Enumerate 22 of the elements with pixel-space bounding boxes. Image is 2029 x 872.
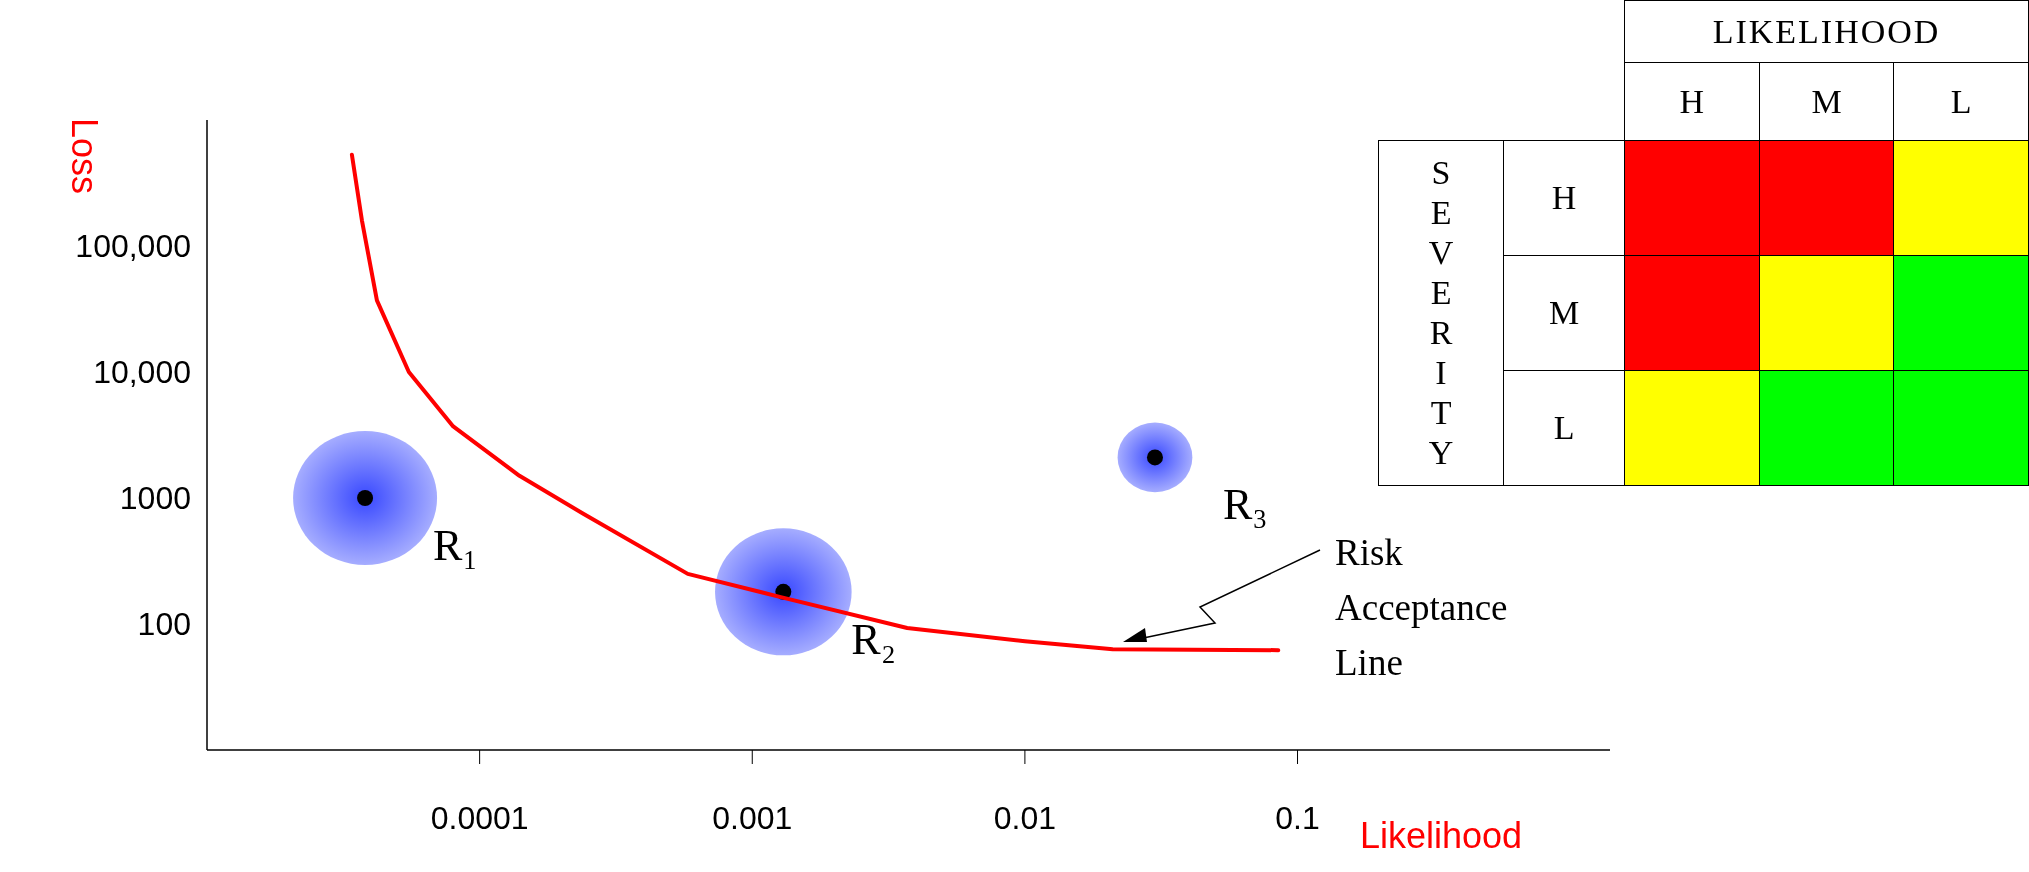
x-tick-label: 0.001 [712, 799, 793, 836]
x-axis-title: Likelihood [1360, 815, 1523, 857]
y-axis-title: Loss [63, 118, 105, 195]
category-label: M [1759, 62, 1894, 141]
category-label: L [1893, 62, 2029, 141]
y-tick-label: 100 [137, 606, 191, 643]
y-tick-label: 10,000 [93, 354, 191, 391]
annotation: R₂ [851, 614, 897, 664]
y-tick-label: 100,000 [75, 228, 191, 265]
annotation: Risk Acceptance Line [1335, 532, 1508, 683]
x-tick-label: 0.01 [993, 799, 1057, 836]
category-label: L [1553, 409, 1575, 446]
annotation: R₃ [1222, 480, 1268, 530]
category-label: H [1551, 179, 1577, 216]
category-label: M [1548, 294, 1580, 331]
category-label: H [1624, 62, 1760, 141]
text: SEVERITY [1427, 153, 1455, 473]
x-tick-label: 0.1 [1275, 799, 1320, 836]
y-tick-label: 1000 [119, 480, 191, 517]
annotation: R₁ [433, 521, 478, 570]
x-tick-label: 0.0001 [430, 799, 529, 836]
text: LIKELIHOOD [1624, 0, 2029, 63]
